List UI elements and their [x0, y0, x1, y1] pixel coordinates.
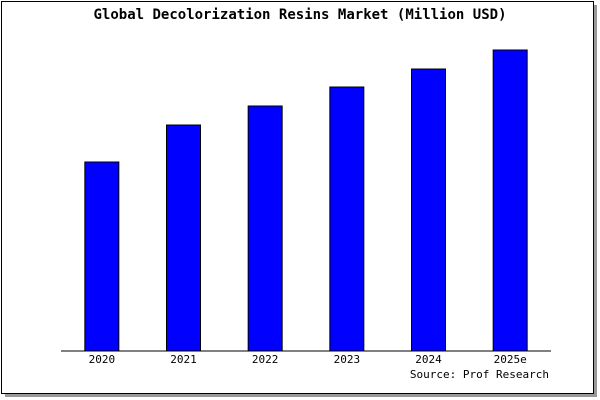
source-note: Source: Prof Research [410, 368, 549, 381]
x-tick-label: 2025e [494, 353, 527, 366]
bar [411, 68, 446, 352]
bar [329, 86, 365, 352]
x-tick-label: 2021 [170, 353, 197, 366]
x-tick-label: 2023 [334, 353, 361, 366]
x-tick-label: 2020 [89, 353, 116, 366]
x-tick-label: 2022 [252, 353, 279, 366]
bar [492, 49, 528, 352]
bar [166, 124, 201, 352]
x-tick-label: 2024 [415, 353, 442, 366]
chart-title: Global Decolorization Resins Market (Mil… [93, 7, 506, 23]
bar [247, 105, 283, 352]
bar [84, 161, 120, 352]
